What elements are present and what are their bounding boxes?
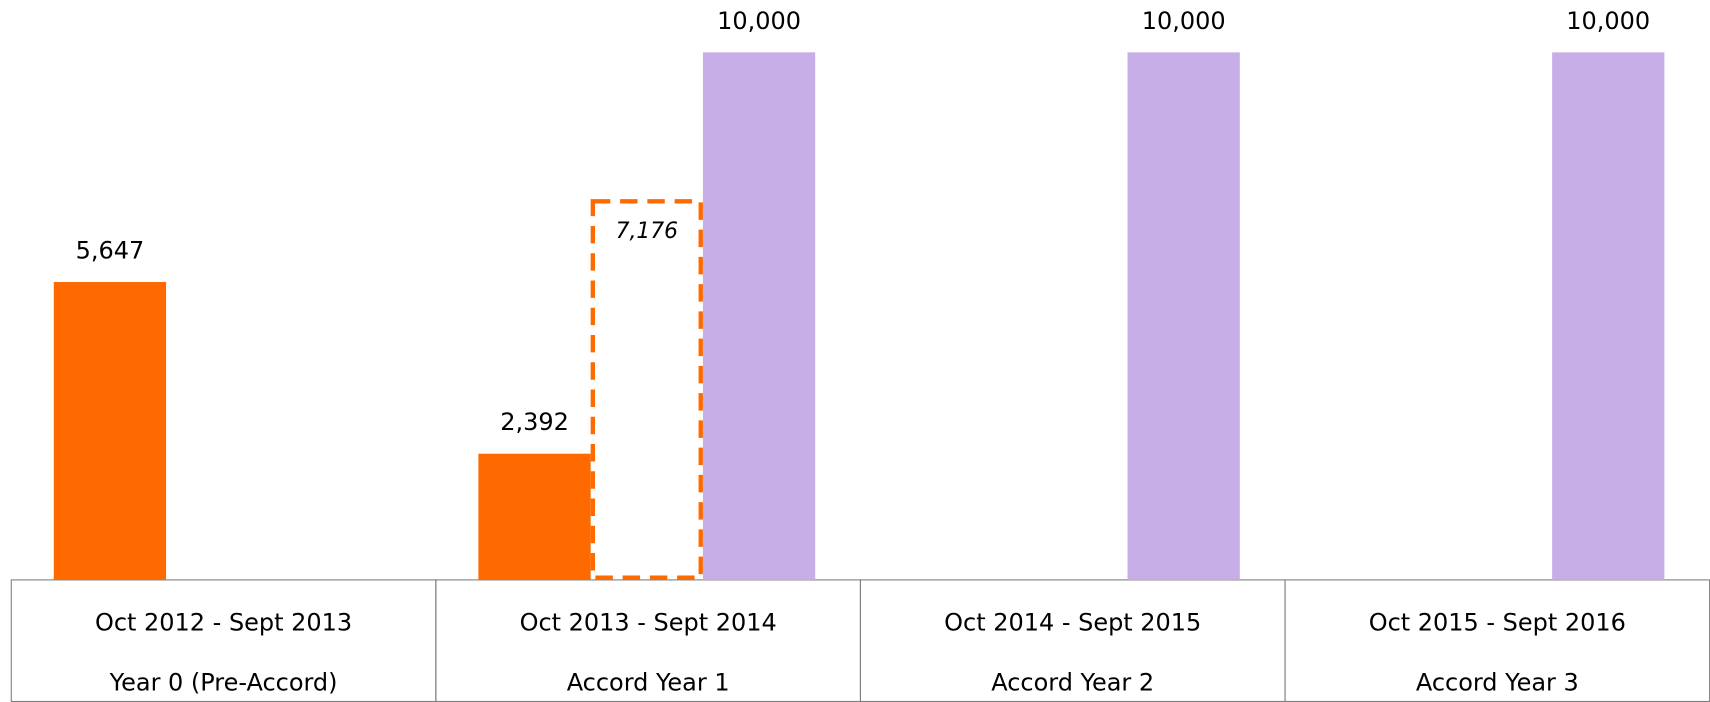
- category-period: Oct 2012 - Sept 2013: [95, 609, 352, 637]
- category-period: Oct 2014 - Sept 2015: [944, 609, 1201, 637]
- bar: [478, 453, 591, 580]
- category-period: Oct 2015 - Sept 2016: [1369, 609, 1626, 637]
- projected-bar: [590, 199, 703, 580]
- bar: [1552, 52, 1665, 580]
- category-label: Accord Year 3: [1416, 668, 1579, 696]
- value-label: 7,176: [616, 219, 678, 244]
- value-label: 5,647: [76, 236, 145, 264]
- value-label: 2,392: [500, 408, 569, 436]
- bar: [702, 52, 816, 580]
- bar: [1127, 52, 1240, 580]
- value-label: 10,000: [1566, 7, 1650, 35]
- value-label: 10,000: [717, 7, 801, 35]
- category-label: Accord Year 2: [991, 668, 1154, 696]
- value-label: 10,000: [1142, 7, 1226, 35]
- bar: [53, 281, 167, 580]
- category-period: Oct 2013 - Sept 2014: [520, 609, 777, 637]
- category-label: Year 0 (Pre-Accord): [109, 668, 338, 696]
- category-label: Accord Year 1: [567, 668, 730, 696]
